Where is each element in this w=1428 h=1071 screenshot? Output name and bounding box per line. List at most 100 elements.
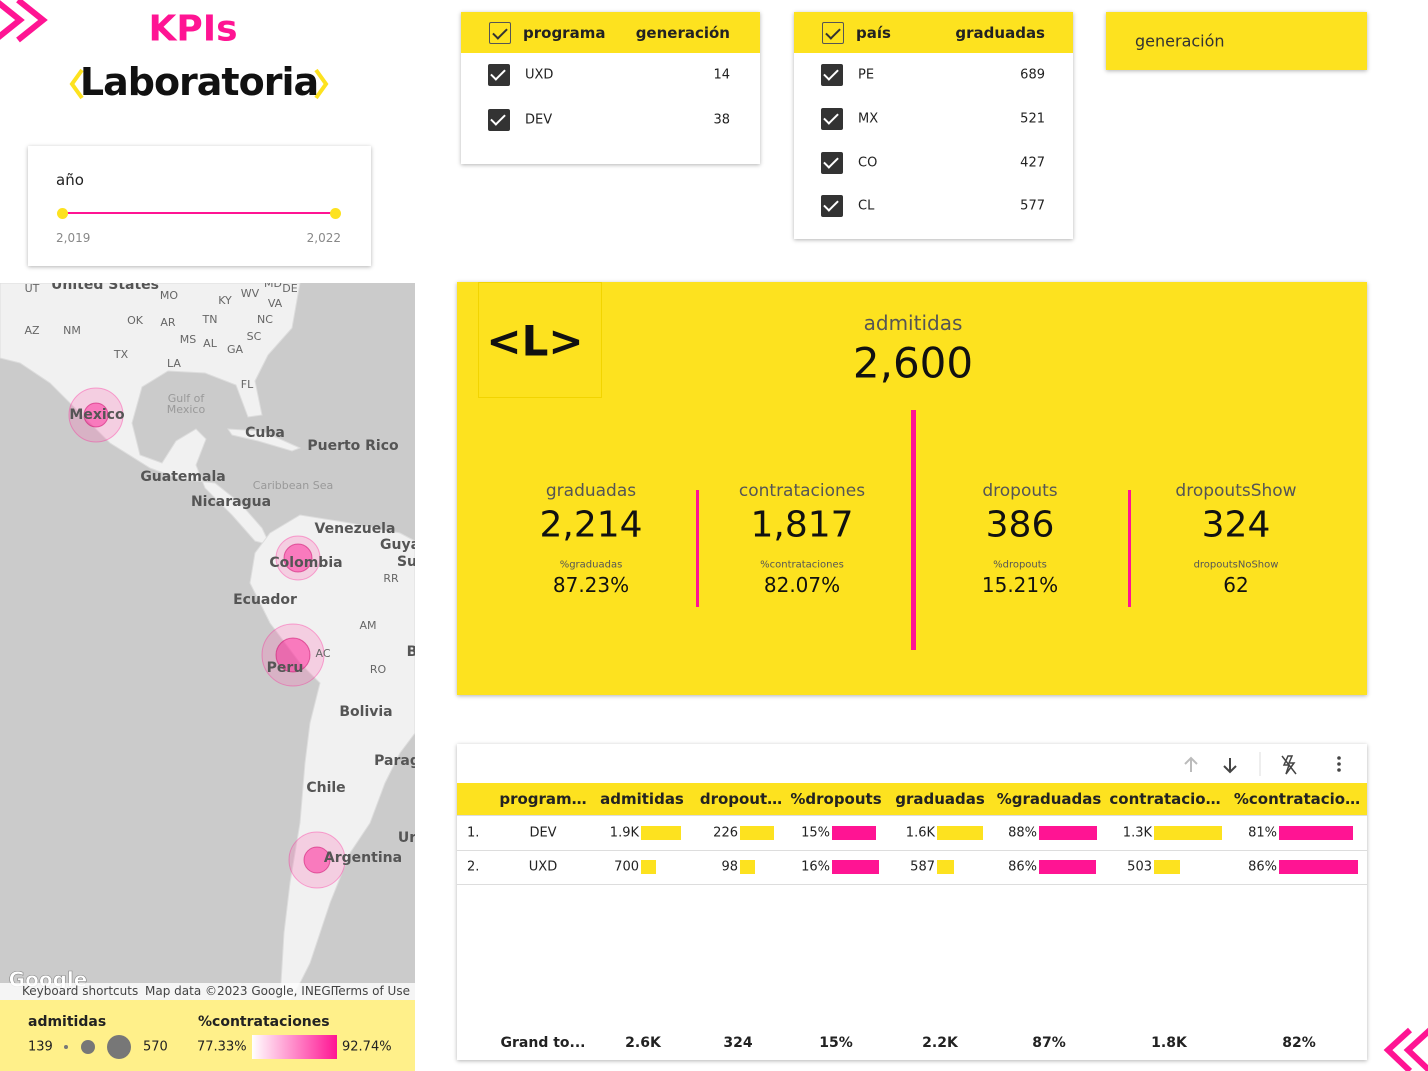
- slider-max: 2,022: [306, 231, 341, 245]
- map-label: Gulf of: [168, 392, 206, 405]
- kpi-label: contrataciones: [738, 481, 866, 501]
- slider-min: 2,019: [56, 231, 91, 245]
- map-label: Nicaragua: [191, 494, 271, 510]
- map-label: AM: [359, 619, 376, 632]
- logo-chevron: [69, 68, 84, 100]
- kpi-sub-label: %contrataciones: [760, 559, 844, 571]
- slider-handle[interactable]: [330, 208, 341, 219]
- filter-checkbox[interactable]: [821, 64, 843, 86]
- cell-bar: [832, 826, 877, 840]
- column-header: %contratacio…: [1233, 790, 1361, 808]
- kpi-sub-value: 82.07%: [763, 573, 841, 597]
- map-label: Mexico: [69, 407, 125, 423]
- filter-count: 427: [1020, 155, 1045, 171]
- filter-column: graduadas: [955, 24, 1045, 42]
- divider: [1128, 490, 1131, 607]
- kpi-value: 386: [985, 504, 1055, 546]
- cell-bar: [641, 860, 656, 874]
- slider-handle[interactable]: [57, 208, 68, 219]
- map-label: Argentina: [324, 850, 402, 866]
- cell-bar: [1154, 860, 1181, 874]
- cell-value: 226: [713, 825, 738, 841]
- select-all-checkbox[interactable]: [489, 22, 511, 44]
- legend-gradient: [252, 1035, 337, 1059]
- cell-value: 587: [910, 859, 935, 875]
- title: KPIs: [148, 8, 238, 50]
- filter-checkbox[interactable]: [488, 109, 510, 131]
- filter-count: 38: [713, 112, 730, 128]
- legend-min: 139: [28, 1039, 53, 1055]
- divider: [696, 490, 699, 607]
- kpi-value: 324: [1201, 504, 1271, 546]
- filter-checkbox[interactable]: [821, 195, 843, 217]
- column-header: program…: [499, 790, 587, 808]
- map-legend: [0, 1000, 415, 1071]
- select-all-checkbox[interactable]: [822, 22, 844, 44]
- kpi-sub-value: 15.21%: [981, 573, 1059, 597]
- chevron: [0, 0, 25, 40]
- map-label: SC: [247, 330, 262, 343]
- map-bubble: [283, 543, 313, 573]
- logo-chevron: [314, 68, 329, 100]
- kpi-label: admitidas: [863, 311, 963, 335]
- map-label: NM: [63, 324, 81, 337]
- slider-track: [63, 212, 336, 214]
- map-label: Chile: [306, 780, 345, 796]
- grand-total: 324: [723, 1035, 753, 1051]
- cell-bar: [1039, 860, 1096, 874]
- map-bubble: [275, 637, 311, 673]
- map-label: LA: [167, 357, 181, 370]
- dropdown-label: generación: [1135, 31, 1225, 51]
- kpi-sub-label: %graduadas: [559, 559, 623, 571]
- grand-total: 2.2K: [922, 1035, 958, 1051]
- grand-total: 2.6K: [625, 1035, 661, 1051]
- map-label: United States: [51, 283, 159, 293]
- menu-dot: [1337, 762, 1341, 766]
- filter-option: PE: [858, 67, 875, 83]
- map-label: RO: [370, 663, 387, 676]
- map-attribution-bar: [0, 983, 415, 1000]
- map-attribution: Keyboard shortcuts: [22, 984, 139, 998]
- map-label: Parag: [374, 753, 415, 769]
- generation-dropdown[interactable]: [1106, 12, 1367, 70]
- cell-value: 16%: [801, 859, 830, 875]
- legend-title: admitidas: [28, 1014, 107, 1030]
- filter-checkbox[interactable]: [821, 108, 843, 130]
- filter-count: 689: [1020, 67, 1045, 83]
- kpi-sub-value: 87.23%: [552, 573, 630, 597]
- sort-up: [1184, 756, 1198, 772]
- slider-label: año: [56, 171, 84, 189]
- sort-down: [1223, 758, 1237, 774]
- cell-value: 98: [721, 859, 738, 875]
- kpi-label: graduadas: [545, 481, 637, 501]
- kpi-value: 2,600: [852, 338, 974, 388]
- cell-bar: [1279, 860, 1358, 874]
- column-header: dropout…: [699, 790, 783, 808]
- filter-icon: [1281, 755, 1297, 775]
- column-header: %dropouts: [790, 790, 882, 808]
- row-index: 2.: [467, 859, 480, 875]
- map-label: AZ: [24, 324, 40, 337]
- map-label: MS: [180, 333, 196, 346]
- legend-max: 92.74%: [342, 1039, 392, 1055]
- grand-total: 15%: [819, 1035, 853, 1051]
- cell-bar: [740, 860, 755, 874]
- legend-title: %contrataciones: [198, 1014, 330, 1030]
- cell-bar: [740, 826, 774, 840]
- scorecard-logo: <L>: [486, 316, 584, 366]
- kpi-sub-value: 62: [1223, 573, 1249, 597]
- cell-bar: [937, 860, 954, 874]
- map-label: Guya: [380, 537, 415, 553]
- grand-total: 87%: [1032, 1035, 1066, 1051]
- cell-value: 1.9K: [609, 825, 639, 841]
- map-label: KY: [218, 294, 232, 307]
- column-header: graduadas: [895, 790, 985, 808]
- filter-checkbox[interactable]: [488, 64, 510, 86]
- map-label: Colombia: [269, 555, 342, 571]
- map-attribution: Terms of Use: [333, 984, 410, 998]
- map-label: FL: [241, 378, 254, 391]
- map: United States UT MO KY WV MD DE VA AZ NM OK AR TN NC M…: [0, 283, 415, 1000]
- filter-checkbox[interactable]: [821, 152, 843, 174]
